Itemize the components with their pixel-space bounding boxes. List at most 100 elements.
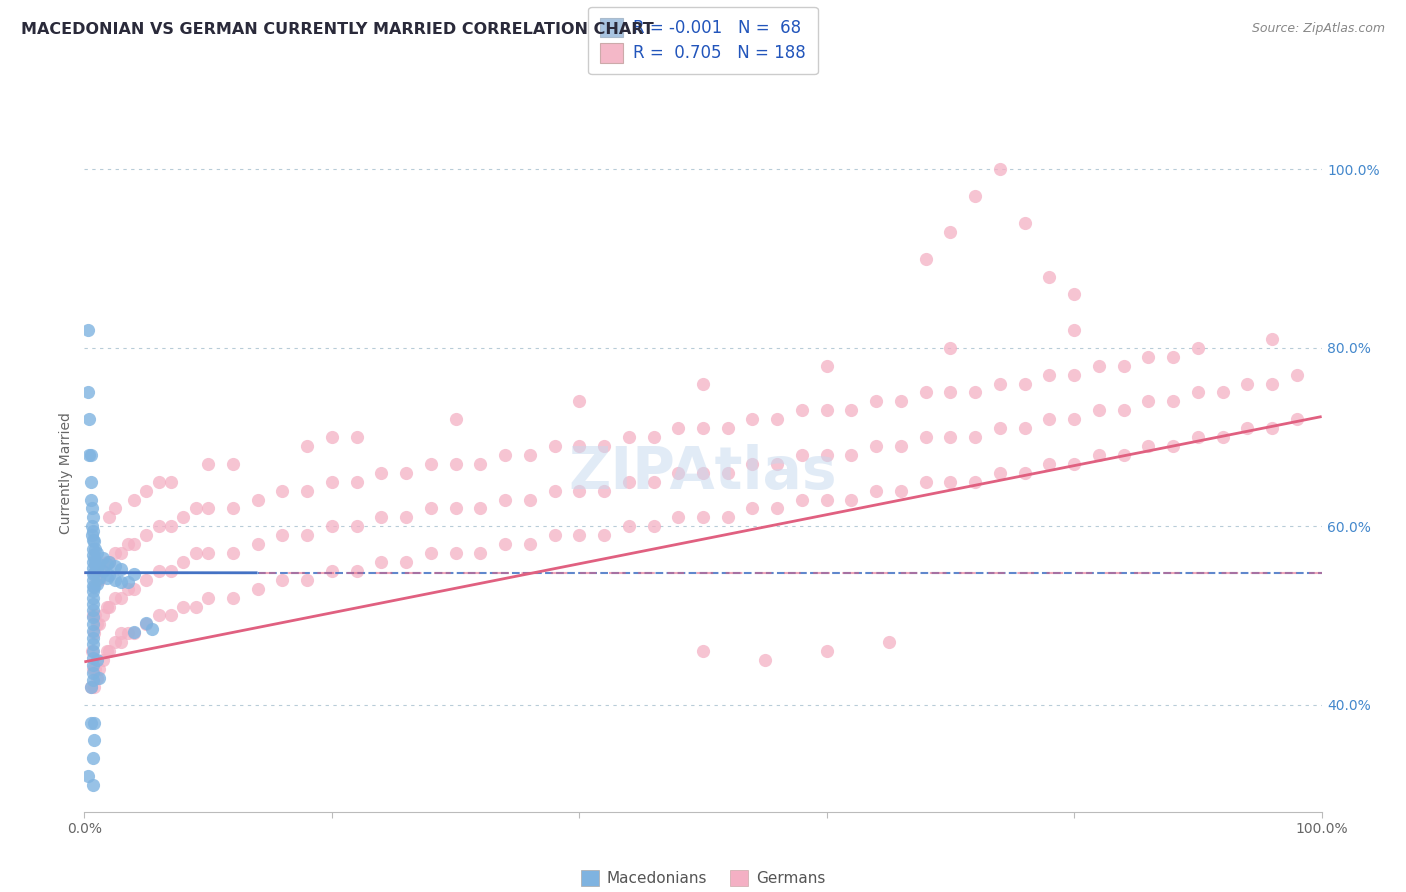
- Point: [110, 591, 132, 605]
- Point: [1112, 359, 1135, 373]
- Point: [82, 573, 104, 587]
- Point: [122, 567, 145, 582]
- Point: [197, 591, 219, 605]
- Point: [395, 466, 418, 480]
- Point: [104, 573, 127, 587]
- Point: [295, 573, 318, 587]
- Point: [295, 483, 318, 498]
- Point: [988, 376, 1011, 391]
- Point: [104, 635, 127, 649]
- Point: [1137, 350, 1160, 364]
- Point: [122, 626, 145, 640]
- Point: [1063, 457, 1085, 471]
- Point: [86, 562, 108, 576]
- Point: [110, 626, 132, 640]
- Point: [593, 528, 616, 542]
- Point: [1038, 368, 1060, 382]
- Point: [82, 541, 104, 556]
- Point: [96, 599, 118, 614]
- Point: [83, 715, 105, 730]
- Point: [419, 546, 441, 560]
- Point: [110, 546, 132, 560]
- Point: [82, 631, 104, 645]
- Point: [82, 651, 104, 665]
- Point: [1261, 332, 1284, 346]
- Text: Source: ZipAtlas.com: Source: ZipAtlas.com: [1251, 22, 1385, 36]
- Point: [815, 403, 838, 417]
- Point: [80, 501, 103, 516]
- Point: [82, 548, 104, 562]
- Point: [346, 475, 368, 489]
- Point: [79, 715, 101, 730]
- Point: [148, 608, 170, 623]
- Point: [246, 582, 269, 596]
- Point: [568, 528, 591, 542]
- Point: [741, 457, 763, 471]
- Point: [754, 653, 776, 667]
- Point: [135, 617, 157, 632]
- Point: [790, 403, 813, 417]
- Point: [160, 608, 183, 623]
- Point: [135, 483, 157, 498]
- Point: [1285, 412, 1308, 426]
- Point: [82, 533, 104, 547]
- Point: [110, 562, 132, 576]
- Point: [346, 564, 368, 578]
- Point: [321, 475, 343, 489]
- Point: [79, 475, 101, 489]
- Point: [89, 671, 111, 685]
- Point: [1187, 341, 1209, 355]
- Point: [1161, 439, 1184, 453]
- Point: [494, 448, 516, 462]
- Point: [1137, 394, 1160, 409]
- Point: [172, 510, 194, 524]
- Point: [222, 591, 245, 605]
- Point: [84, 662, 107, 676]
- Point: [1088, 359, 1111, 373]
- Point: [295, 439, 318, 453]
- Point: [83, 680, 105, 694]
- Point: [79, 492, 101, 507]
- Point: [82, 597, 104, 611]
- Point: [444, 412, 467, 426]
- Point: [1112, 403, 1135, 417]
- Point: [80, 519, 103, 533]
- Point: [617, 475, 640, 489]
- Point: [82, 524, 104, 538]
- Point: [82, 665, 104, 680]
- Point: [117, 582, 139, 596]
- Point: [766, 412, 789, 426]
- Point: [86, 653, 108, 667]
- Point: [1038, 269, 1060, 284]
- Point: [77, 385, 100, 400]
- Point: [865, 483, 887, 498]
- Point: [470, 457, 492, 471]
- Point: [519, 537, 541, 551]
- Point: [148, 519, 170, 533]
- Point: [939, 225, 962, 239]
- Point: [197, 457, 219, 471]
- Point: [96, 557, 118, 571]
- Point: [494, 537, 516, 551]
- Point: [543, 483, 565, 498]
- Point: [83, 626, 105, 640]
- Point: [184, 599, 207, 614]
- Point: [79, 680, 101, 694]
- Point: [617, 519, 640, 533]
- Point: [98, 555, 121, 569]
- Point: [160, 475, 183, 489]
- Point: [84, 541, 107, 556]
- Point: [939, 341, 962, 355]
- Point: [419, 457, 441, 471]
- Point: [197, 546, 219, 560]
- Point: [766, 501, 789, 516]
- Point: [841, 403, 863, 417]
- Point: [395, 555, 418, 569]
- Point: [110, 574, 132, 589]
- Point: [83, 580, 105, 594]
- Point: [1112, 448, 1135, 462]
- Point: [494, 492, 516, 507]
- Point: [82, 555, 104, 569]
- Point: [815, 448, 838, 462]
- Point: [135, 573, 157, 587]
